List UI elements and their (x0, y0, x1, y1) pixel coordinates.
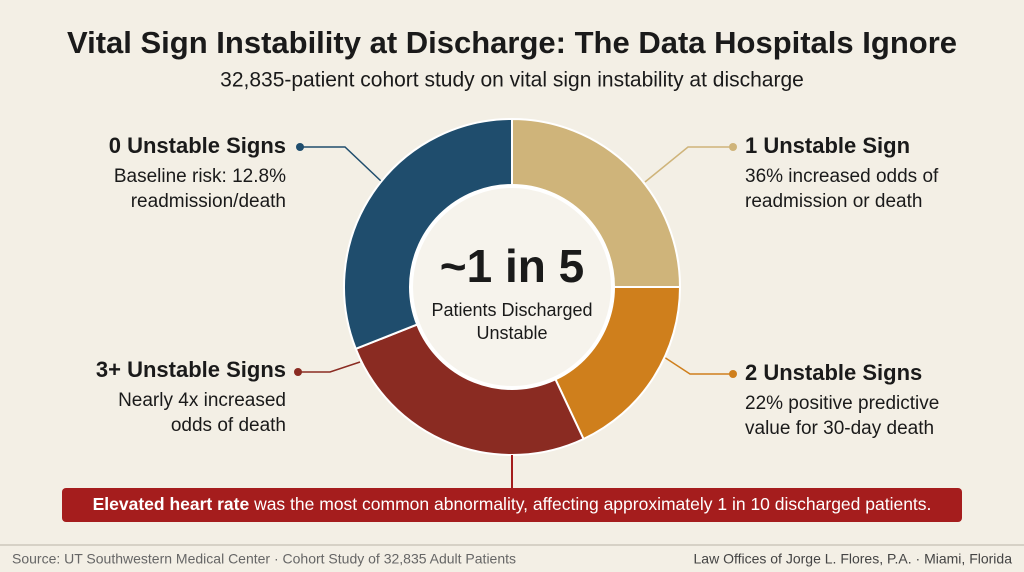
category-description: readmission/death (131, 191, 286, 212)
banner (62, 488, 962, 522)
category-description: Baseline risk: 12.8% (114, 166, 286, 187)
banner-bold: Elevated heart rate (93, 494, 250, 514)
category-label: 3+ Unstable Signs (96, 357, 286, 382)
subtitle: 32,835-patient cohort study on vital sig… (220, 69, 804, 92)
banner-text: Elevated heart rate was the most common … (93, 494, 932, 514)
connector (298, 361, 361, 373)
footer-source: Source: UT Southwestern Medical Center ·… (12, 551, 516, 567)
category-description: value for 30-day death (745, 418, 934, 439)
connector (663, 356, 733, 375)
connector-dot (729, 370, 737, 378)
footer-credit: Law Offices of Jorge L. Flores, P.A. · M… (694, 551, 1013, 567)
connector-dot (296, 143, 304, 151)
category-description: 22% positive predictive (745, 393, 939, 414)
banner-rest: was the most common abnormality, affecti… (249, 494, 931, 514)
category-description: 36% increased odds of (745, 166, 939, 187)
connector-dot (729, 143, 737, 151)
category-label: 1 Unstable Sign (745, 133, 910, 158)
category-label: 0 Unstable Signs (109, 133, 286, 158)
category-description: Nearly 4x increased (118, 390, 286, 411)
connector-dot (294, 368, 302, 376)
center-headline: ~1 in 5 (440, 240, 584, 292)
connector (644, 146, 733, 183)
center-text: Patients Discharged (431, 300, 592, 320)
category-label: 2 Unstable Signs (745, 360, 922, 385)
connector (300, 146, 383, 183)
donut-hole (409, 184, 615, 390)
center-text: Unstable (476, 323, 547, 343)
category-description: readmission or death (745, 191, 922, 212)
title: Vital Sign Instability at Discharge: The… (67, 25, 957, 60)
category-description: odds of death (171, 415, 286, 436)
